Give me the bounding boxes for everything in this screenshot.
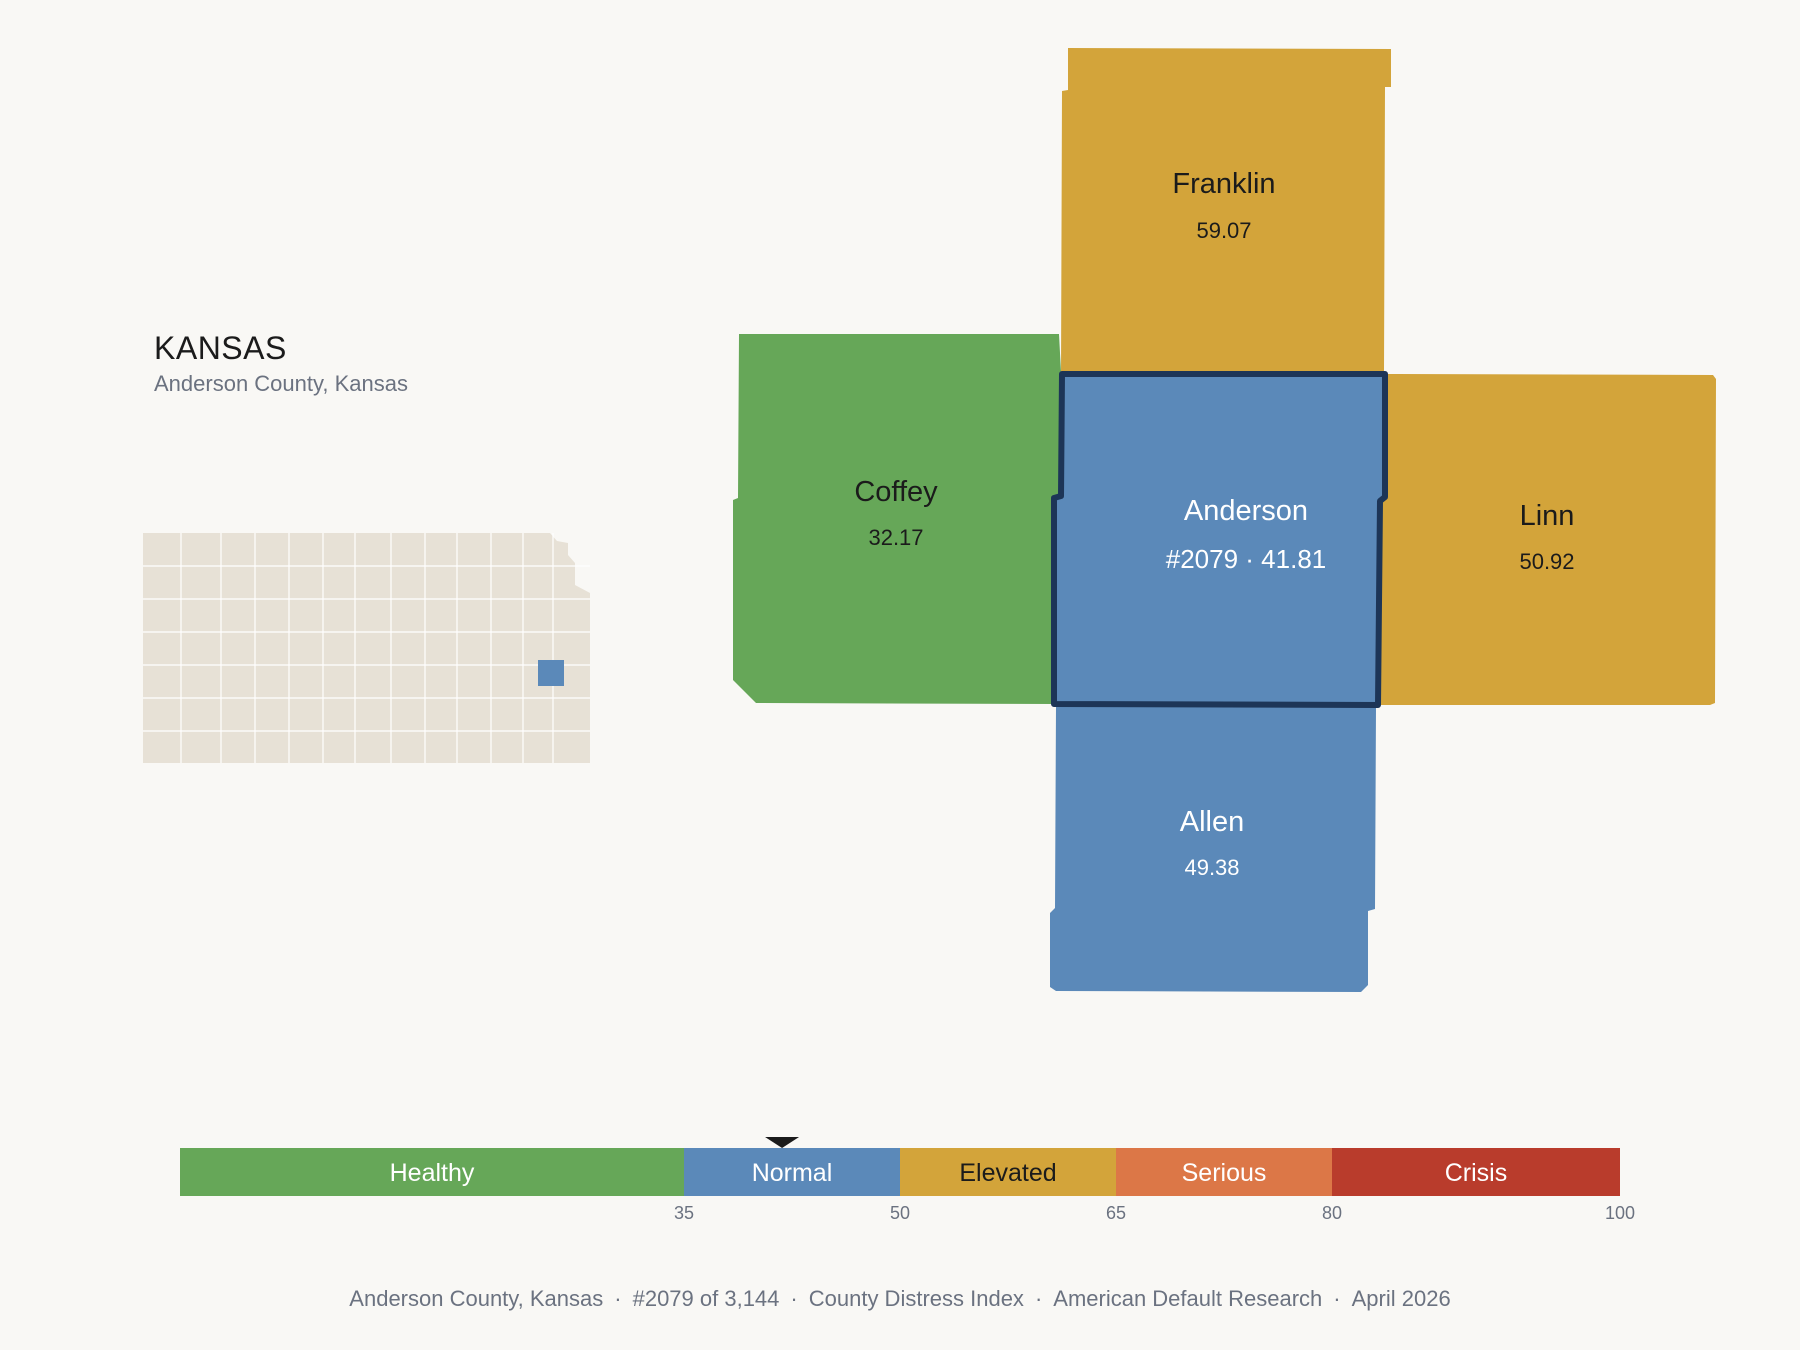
footer: Anderson County, Kansas · #2079 of 3,144 · C… bbox=[349, 1286, 1451, 1311]
county-value-franklin: 59.07 bbox=[1196, 218, 1251, 243]
county-subtitle: Anderson County, Kansas bbox=[154, 371, 408, 396]
county-value-allen: 49.38 bbox=[1184, 855, 1239, 880]
footer-date: April 2026 bbox=[1351, 1286, 1451, 1311]
county-franklin[interactable] bbox=[1061, 48, 1391, 373]
scale-band-label-normal: Normal bbox=[752, 1159, 833, 1187]
county-coffey[interactable] bbox=[733, 334, 1063, 704]
county-label-allen: Allen bbox=[1180, 806, 1245, 838]
selected-county-locator bbox=[538, 660, 564, 686]
county-label-linn: Linn bbox=[1520, 500, 1575, 532]
scale-tick-label: 65 bbox=[1106, 1203, 1126, 1223]
scale-band-label-healthy: Healthy bbox=[390, 1159, 475, 1187]
scale-band-normal bbox=[684, 1148, 900, 1196]
scale-tick-label: 100 bbox=[1605, 1203, 1635, 1223]
scale-tick-label: 50 bbox=[890, 1203, 910, 1223]
scale-band-crisis bbox=[1332, 1148, 1620, 1196]
distress-scale: Healthy Normal Elevated Serious Crisis 35 50 6… bbox=[180, 1137, 1635, 1223]
county-rank-anderson: #2079 · 41.81 bbox=[1166, 544, 1326, 574]
county-label-coffey: Coffey bbox=[854, 476, 938, 508]
scale-band-label-serious: Serious bbox=[1182, 1159, 1267, 1187]
scale-tick-label: 80 bbox=[1322, 1203, 1342, 1223]
scale-tick-label: 35 bbox=[674, 1203, 694, 1223]
footer-county: Anderson County, Kansas bbox=[349, 1286, 604, 1311]
county-label-anderson: Anderson bbox=[1184, 495, 1308, 527]
scale-band-elevated bbox=[900, 1148, 1116, 1196]
county-value-linn: 50.92 bbox=[1519, 549, 1574, 574]
kansas-locator-map bbox=[143, 533, 590, 763]
county-allen[interactable] bbox=[1050, 706, 1376, 992]
footer-index: County Distress Index bbox=[808, 1286, 1024, 1311]
county-neighbor-map: Franklin 59.07 Coffey 32.17 Anderson #20… bbox=[733, 48, 1716, 992]
footer-source: American Default Research bbox=[1053, 1286, 1323, 1311]
county-linn[interactable] bbox=[1378, 374, 1716, 705]
county-anderson[interactable] bbox=[1051, 371, 1388, 708]
scale-band-serious bbox=[1116, 1148, 1332, 1196]
county-label-franklin: Franklin bbox=[1172, 168, 1275, 200]
county-value-coffey: 32.17 bbox=[868, 525, 923, 550]
scale-band-label-crisis: Crisis bbox=[1445, 1159, 1508, 1187]
scale-band-healthy bbox=[180, 1148, 684, 1196]
scale-marker-icon bbox=[765, 1137, 800, 1148]
state-title: KANSAS bbox=[154, 330, 287, 366]
scale-band-label-elevated: Elevated bbox=[959, 1159, 1056, 1187]
footer-rank: #2079 of 3,144 bbox=[632, 1286, 780, 1311]
